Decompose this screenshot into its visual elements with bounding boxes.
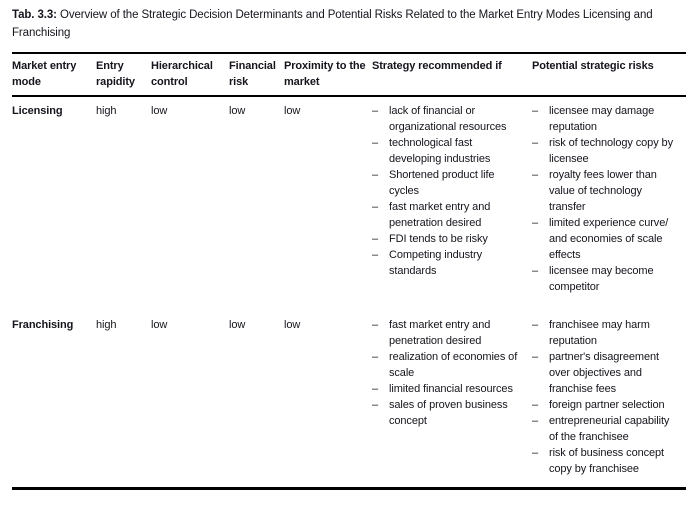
list-item: lack of financial or organizational reso… [372,103,526,135]
strategy-list: lack of financial or organizational reso… [372,103,526,279]
col-header-risks: Potential strategic risks [532,53,686,97]
cell-financial-risk: low [229,105,246,117]
list-item: entrepreneurial capability of the franch… [532,413,680,445]
list-item: fast market entry and penetration desire… [372,199,526,231]
risks-list: licensee may damage reputationrisk of te… [532,103,680,295]
list-item: limited experience curve/ and economies … [532,215,680,263]
cell-risks: licensee may damage reputationrisk of te… [532,96,686,305]
risks-list: franchisee may harm reputationpartner's … [532,317,680,477]
cell-mode: Franchising [12,319,74,331]
list-item: sales of proven business concept [372,397,526,429]
list-item: licensee may become competitor [532,263,680,295]
table-header: Market entry mode Entry rapidity Hierarc… [12,53,686,97]
col-header-proximity: Proximity to the market [284,53,372,97]
col-header-strategy: Strategy recommended if [372,53,532,97]
list-item: royalty fees lower than value of technol… [532,167,680,215]
list-item: foreign partner selection [532,397,680,413]
list-item: technological fast developing industries [372,135,526,167]
list-item: Competing industry standards [372,247,526,279]
list-item: FDI tends to be risky [372,231,526,247]
table-row-licensing: Licensing high low low low lack of finan… [12,96,686,305]
col-header-entry-rapidity: Entry rapidity [96,53,151,97]
list-item: risk of business concept copy by franchi… [532,445,680,477]
cell-risks: franchisee may harm reputationpartner's … [532,305,686,489]
table-body: Licensing high low low low lack of finan… [12,96,686,489]
col-header-market-entry-mode: Market entry mode [12,53,96,97]
cell-financial-risk: low [229,319,246,331]
cell-mode: Licensing [12,105,63,117]
list-item: limited financial resources [372,381,526,397]
list-item: fast market entry and penetration desire… [372,317,526,349]
table-row-franchising: Franchising high low low low fast market… [12,305,686,489]
list-item: realization of economies of scale [372,349,526,381]
caption-label: Tab. 3.3: [12,9,57,21]
header-row: Market entry mode Entry rapidity Hierarc… [12,53,686,97]
list-item: licensee may damage reputation [532,103,680,135]
cell-entry-rapidity: high [96,319,117,331]
list-item: Shortened product life cycles [372,167,526,199]
col-header-hierarchical-control: Hierarchical control [151,53,229,97]
strategy-list: fast market entry and penetration desire… [372,317,526,429]
col-header-financial-risk: Financial risk [229,53,284,97]
cell-strategy: lack of financial or organizational reso… [372,96,532,305]
list-item: partner's disagreement over objectives a… [532,349,680,397]
cell-hierarchical-control: low [151,319,168,331]
cell-entry-rapidity: high [96,105,117,117]
table-caption: Tab. 3.3: Overview of the Strategic Deci… [12,6,684,42]
list-item: franchisee may harm reputation [532,317,680,349]
cell-hierarchical-control: low [151,105,168,117]
cell-strategy: fast market entry and penetration desire… [372,305,532,489]
entry-modes-table: Market entry mode Entry rapidity Hierarc… [12,52,686,490]
cell-proximity: low [284,105,301,117]
caption-text: Overview of the Strategic Decision Deter… [12,9,653,39]
cell-proximity: low [284,319,301,331]
list-item: risk of technology copy by licensee [532,135,680,167]
